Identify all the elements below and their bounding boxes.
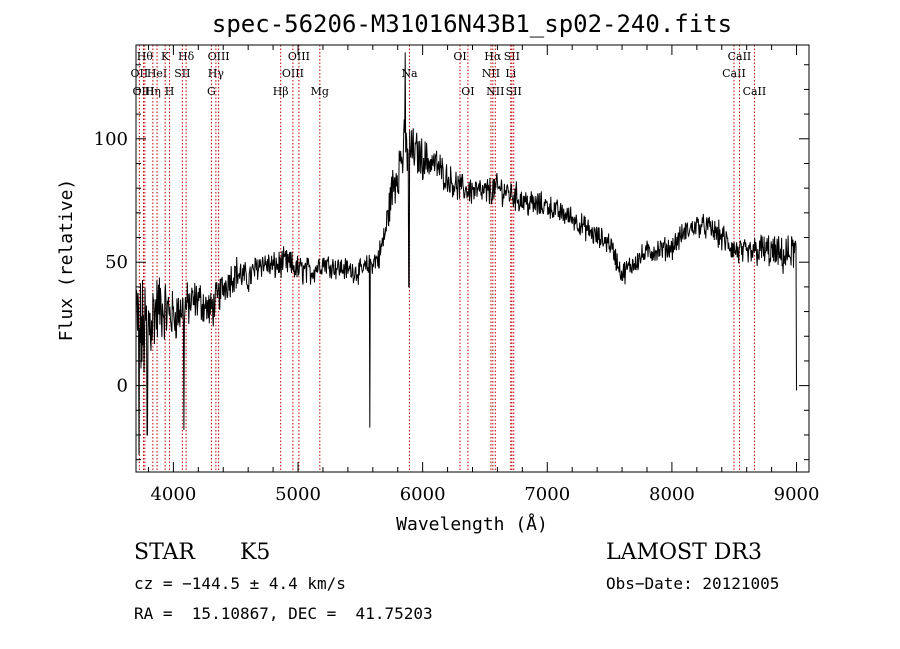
axis-ticks: 4000 5000 6000 7000 8000 9000 0 50 100 (94, 45, 820, 505)
line-marker-label: Hδ (178, 50, 195, 63)
line-marker-label: Hα (484, 50, 502, 63)
line-marker-label: SII (504, 50, 520, 63)
line-marker-label: K (161, 50, 170, 63)
line-marker-label: HeI (147, 67, 167, 80)
x-tick-label: 6000 (400, 484, 446, 505)
line-marker-label: G (207, 85, 216, 98)
line-marker-label: OIII (282, 67, 304, 80)
line-marker-label: Mg (311, 85, 329, 98)
y-tick-label: 50 (105, 252, 128, 273)
chart-title: spec-56206-M31016N43B1_sp02-240.fits (212, 10, 732, 38)
line-marker-label: Hθ (137, 50, 154, 63)
object-class: STAR (134, 540, 195, 565)
x-tick-label: 9000 (774, 484, 820, 505)
survey-name: LAMOST DR3 (606, 540, 762, 565)
spectral-line-markers: OII OIII Hθ Hη HeI K H SII Hδ G Hγ OIII Hβ OIII OIII Mg… (131, 45, 767, 472)
line-marker-label: OI (453, 50, 466, 63)
observation-date: Obs−Date: 20121005 (606, 574, 780, 593)
line-marker-label: Li (505, 67, 516, 80)
line-marker-label: H (165, 85, 175, 98)
x-axis-label: Wavelength (Å) (396, 513, 548, 535)
line-marker-label: OIII (288, 50, 310, 63)
line-marker-label: NII (486, 85, 504, 98)
y-tick-label: 100 (94, 129, 128, 150)
spectrum-series (135, 52, 797, 455)
sky-coordinates: RA = 15.10867, DEC = 41.75203 (134, 604, 433, 623)
redshift-velocity: cz = −144.5 ± 4.4 km/s (134, 574, 346, 593)
spectrum-line (135, 52, 797, 455)
spectrum-chart: spec-56206-M31016N43B1_sp02-240.fits OII… (56, 10, 820, 535)
line-marker-label: OI (461, 85, 474, 98)
line-marker-label: CaII (728, 50, 752, 63)
line-marker-label: NII (482, 67, 500, 80)
line-marker-label: Na (401, 67, 418, 80)
line-marker-label: OIII (208, 50, 230, 63)
x-tick-label: 7000 (524, 484, 570, 505)
line-marker-label: CaII (722, 67, 746, 80)
object-subclass: K5 (240, 540, 271, 565)
line-marker-label: OIII (132, 85, 154, 98)
line-marker-label: Hβ (273, 85, 289, 98)
x-tick-label: 4000 (150, 484, 196, 505)
line-marker-label: Hη (145, 85, 161, 98)
line-marker-label: Hγ (208, 67, 225, 80)
line-marker-label: SII (174, 67, 190, 80)
line-marker-label: CaII (743, 85, 767, 98)
y-axis-label: Flux (relative) (56, 179, 77, 342)
line-marker-label: OII (131, 67, 149, 80)
y-tick-label: 0 (117, 376, 128, 397)
line-marker-label: SII (506, 85, 522, 98)
x-tick-label: 8000 (649, 484, 695, 505)
x-tick-label: 5000 (275, 484, 321, 505)
